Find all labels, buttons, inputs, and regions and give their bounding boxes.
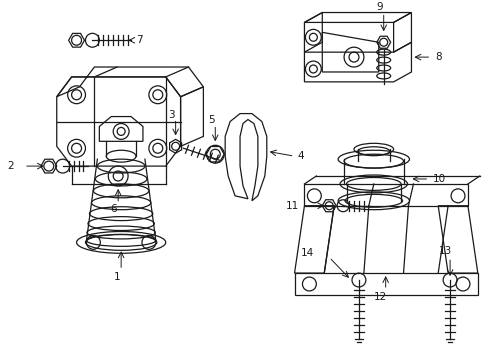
Text: 8: 8 xyxy=(434,52,441,62)
Text: 4: 4 xyxy=(297,151,304,161)
Text: 6: 6 xyxy=(110,204,116,214)
Text: 1: 1 xyxy=(114,272,120,282)
Text: 11: 11 xyxy=(285,201,299,211)
Text: 10: 10 xyxy=(432,174,446,184)
Text: 2: 2 xyxy=(7,161,14,171)
Text: 9: 9 xyxy=(376,1,382,12)
Text: 13: 13 xyxy=(438,246,451,256)
Text: 12: 12 xyxy=(373,292,386,302)
Text: 7: 7 xyxy=(136,35,142,45)
Text: 5: 5 xyxy=(207,114,214,125)
Text: 3: 3 xyxy=(168,109,175,120)
Text: 14: 14 xyxy=(301,248,314,258)
